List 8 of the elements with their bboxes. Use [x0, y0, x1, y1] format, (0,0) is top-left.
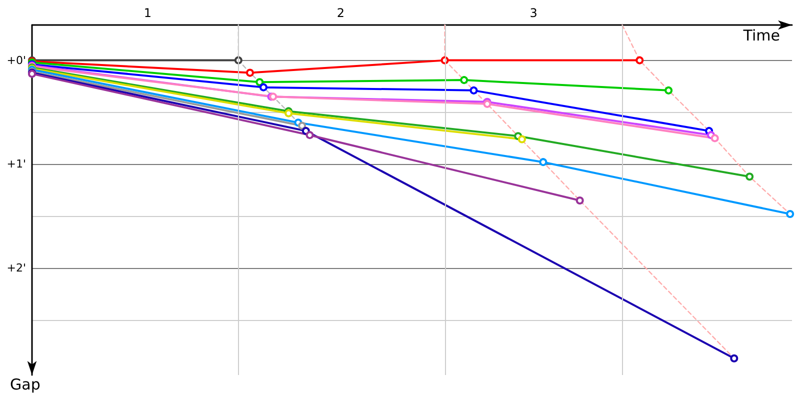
x-axis-title: Time [742, 26, 780, 44]
y-axis-title: Gap [10, 376, 40, 394]
x-tick-label: 1 [144, 6, 152, 20]
x-tick-label: 3 [530, 6, 538, 20]
x-tick-label: 2 [336, 6, 344, 20]
y-tick-label: +0' [6, 54, 26, 67]
y-tick-label: +1' [6, 158, 26, 171]
y-tick-label: +2' [6, 262, 26, 275]
